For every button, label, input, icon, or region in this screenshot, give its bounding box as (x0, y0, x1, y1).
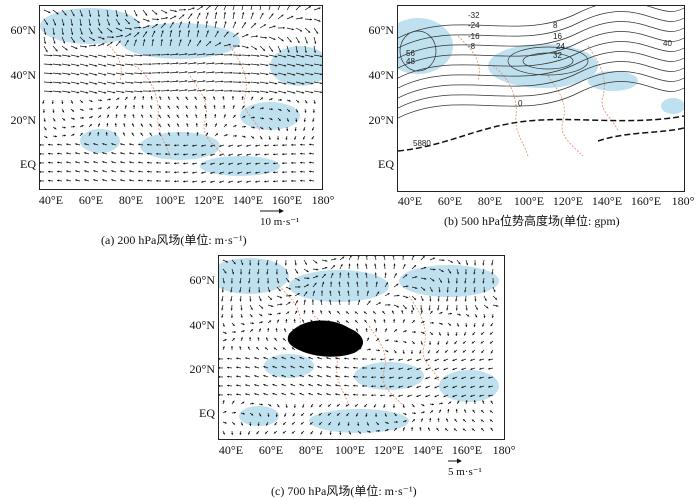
panel-c-caption: (c) 700 hPa风场(单位: m·s⁻¹) (271, 482, 417, 499)
contour-label: 48 (406, 57, 415, 66)
contour-5880 (598, 128, 684, 141)
panel-b-x-label: 120°E (548, 194, 588, 209)
panel-a-x-label: 60°E (71, 193, 111, 208)
contour-label: -16 (468, 32, 480, 41)
contour-label: -24 (468, 21, 480, 30)
panel-b-x-label: 40°E (390, 194, 430, 209)
panel-b-x-label: 180° (663, 194, 700, 209)
panel-a-caption: (a) 200 hPa风场(单位: m·s⁻¹) (101, 231, 247, 248)
contour-label: 40 (663, 39, 672, 48)
panel-c-y-label: EQ (181, 406, 215, 421)
shaded-region (588, 71, 638, 91)
contour-label: 5880 (413, 139, 431, 148)
reference-unit: m·s⁻¹ (456, 466, 482, 478)
panel-b-x-label: 100°E (509, 194, 549, 209)
panel-c-x-label: 100°E (330, 443, 370, 458)
panel-c-x-label: 40°E (211, 443, 251, 458)
panel-c-x-label: 120°E (369, 443, 409, 458)
shaded-region (140, 132, 220, 160)
contour-label: -8 (468, 42, 476, 51)
panel-a-y-label: 20°N (2, 113, 36, 128)
panel-a-reference-vector: 10 m·s⁻¹ (258, 206, 318, 228)
panel-b-caption: (b) 500 hPa位势高度场(单位: gpm) (444, 212, 620, 229)
contour-5880 (398, 116, 684, 151)
wind-field-200hpa (40, 6, 322, 189)
panel-c-y-label: 40°N (181, 318, 215, 333)
contour-label: 8 (553, 21, 558, 30)
panel-a-y-label: EQ (2, 157, 36, 172)
panel-b-x-label: 60°E (430, 194, 470, 209)
panel-a-y-label: 40°N (2, 68, 36, 83)
panel-b-y-label: 60°N (360, 23, 394, 38)
panel-b-x-label: 140°E (587, 194, 627, 209)
shaded-region (264, 354, 314, 378)
reference-value: 10 (260, 216, 271, 228)
shaded-region (289, 270, 389, 302)
shaded-region (270, 46, 322, 86)
wind-field-700hpa (219, 256, 504, 439)
contour-label: -32 (468, 11, 480, 20)
panel-c-x-label: 60°E (251, 443, 291, 458)
reference-value: 5 (448, 466, 454, 478)
shaded-region (309, 409, 409, 433)
panel-b-y-label: EQ (360, 157, 394, 172)
panel-c-x-label: 80°E (291, 443, 331, 458)
panel-a-x-label: 120°E (189, 193, 229, 208)
panel-c-reference-vector: 5 m·s⁻¹ (446, 456, 506, 478)
panel-c-x-label: 140°E (408, 443, 448, 458)
contour-label: 0 (518, 99, 523, 108)
shaded-region (240, 102, 300, 130)
panel-a-y-label: 60°N (2, 23, 36, 38)
panel-b-x-label: 160°E (626, 194, 666, 209)
panel-b-x-label: 80°E (470, 194, 510, 209)
contour-label: 16 (553, 32, 562, 41)
shaded-region (80, 129, 120, 153)
panel-c-map (218, 255, 505, 440)
panel-a-x-label: 80°E (111, 193, 151, 208)
panel-a-x-label: 100°E (150, 193, 190, 208)
reference-unit: m·s⁻¹ (274, 216, 300, 228)
shaded-region (661, 98, 684, 114)
panel-a-x-label: 40°E (31, 193, 71, 208)
panel-a-map (39, 5, 323, 190)
panel-b-y-label: 20°N (360, 113, 394, 128)
panel-b-y-label: 40°N (360, 68, 394, 83)
contour-label: 32 (553, 51, 562, 60)
panel-c-y-label: 20°N (181, 362, 215, 377)
panel-c-y-label: 60°N (181, 273, 215, 288)
contour-label: 24 (556, 42, 565, 51)
tibetan-plateau-mask (288, 320, 363, 356)
